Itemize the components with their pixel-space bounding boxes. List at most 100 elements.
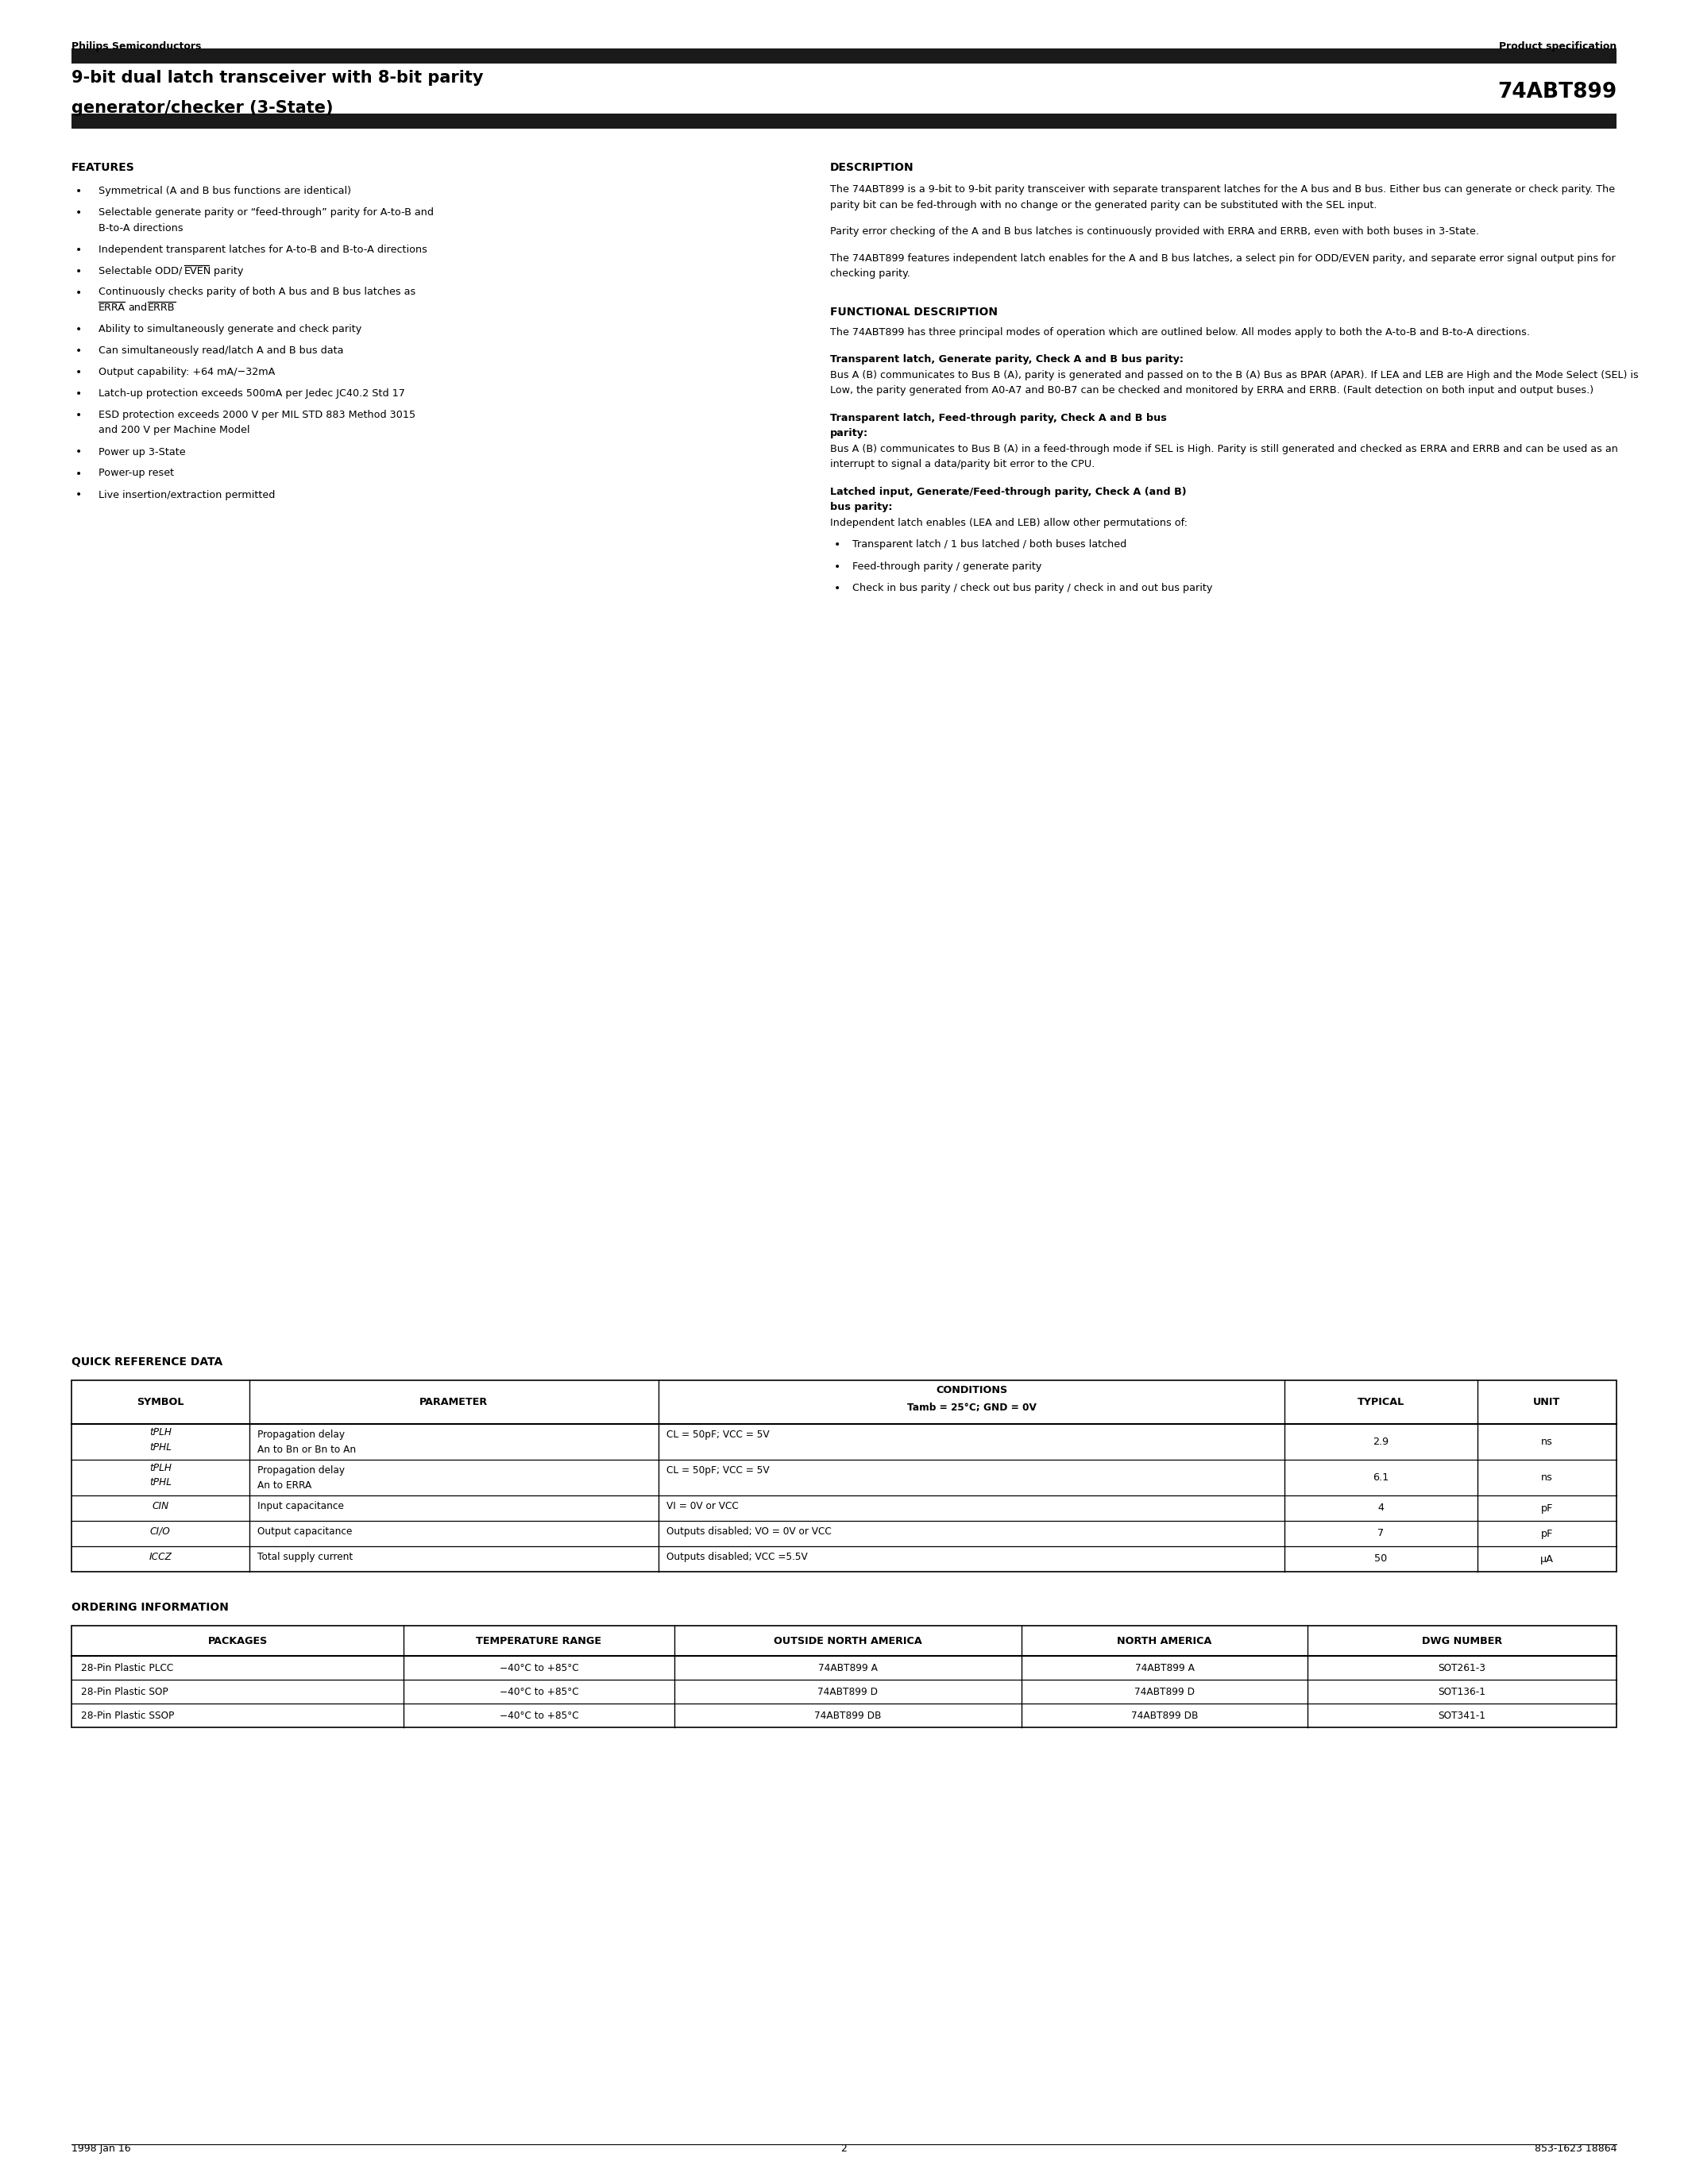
Text: Power up 3-State: Power up 3-State [98, 448, 186, 456]
Bar [71, 1380, 1617, 1572]
Text: •: • [834, 539, 841, 550]
Text: SOT341-1: SOT341-1 [1438, 1710, 1485, 1721]
Text: •: • [76, 448, 83, 459]
Text: CL = 50pF; VCC = 5V: CL = 50pF; VCC = 5V [667, 1431, 770, 1439]
Text: 74ABT899 D: 74ABT899 D [1134, 1686, 1195, 1697]
Text: 6.1: 6.1 [1372, 1472, 1389, 1483]
Text: 50: 50 [1374, 1553, 1388, 1564]
Text: 1998 Jan 16: 1998 Jan 16 [71, 2143, 130, 2153]
Text: Parity error checking of the A and B bus latches is continuously provided with E: Parity error checking of the A and B bus… [830, 227, 1479, 236]
Text: −40°C to +85°C: −40°C to +85°C [500, 1662, 579, 1673]
Text: ERRA: ERRA [98, 304, 125, 312]
Text: generator/checker (3-State): generator/checker (3-State) [71, 100, 333, 116]
Text: 2.9: 2.9 [1372, 1437, 1389, 1448]
Text: −40°C to +85°C: −40°C to +85°C [500, 1686, 579, 1697]
Text: Latched input, Generate/Feed-through parity, Check A (and B): Latched input, Generate/Feed-through par… [830, 487, 1187, 496]
Text: Total supply current: Total supply current [257, 1553, 353, 1562]
Text: •: • [76, 186, 83, 197]
Text: ICCZ: ICCZ [149, 1551, 172, 1562]
Text: •: • [76, 266, 83, 277]
Text: Selectable generate parity or “feed-through” parity for A-to-B and: Selectable generate parity or “feed-thro… [98, 207, 434, 218]
Text: 28-Pin Plastic SOP: 28-Pin Plastic SOP [81, 1686, 169, 1697]
Text: tPLH: tPLH [149, 1426, 172, 1437]
Text: Transparent latch, Feed-through parity, Check A and B bus: Transparent latch, Feed-through parity, … [830, 413, 1166, 424]
Text: Input capacitance: Input capacitance [257, 1500, 344, 1511]
Text: B-to-A directions: B-to-A directions [98, 223, 184, 234]
Text: Feed-through parity / generate parity: Feed-through parity / generate parity [852, 561, 1041, 572]
Text: SOT136-1: SOT136-1 [1438, 1686, 1485, 1697]
Text: CONDITIONS: CONDITIONS [935, 1385, 1008, 1396]
Text: Philips Semiconductors: Philips Semiconductors [71, 41, 201, 52]
Text: ns: ns [1541, 1437, 1553, 1448]
Text: Output capability: +64 mA/−32mA: Output capability: +64 mA/−32mA [98, 367, 275, 378]
Text: FEATURES: FEATURES [71, 162, 135, 173]
Text: TEMPERATURE RANGE: TEMPERATURE RANGE [476, 1636, 601, 1647]
Text: 28-Pin Plastic PLCC: 28-Pin Plastic PLCC [81, 1662, 174, 1673]
Text: Live insertion/extraction permitted: Live insertion/extraction permitted [98, 489, 275, 500]
Text: ns: ns [1541, 1472, 1553, 1483]
Text: Continuously checks parity of both A bus and B bus latches as: Continuously checks parity of both A bus… [98, 286, 415, 297]
Text: •: • [76, 323, 83, 334]
Text: −40°C to +85°C: −40°C to +85°C [500, 1710, 579, 1721]
Text: 9-bit dual latch transceiver with 8-bit parity: 9-bit dual latch transceiver with 8-bit … [71, 70, 483, 85]
Text: •: • [76, 286, 83, 299]
Text: μA: μA [1539, 1553, 1553, 1564]
Text: •: • [76, 345, 83, 356]
Text: FUNCTIONAL DESCRIPTION: FUNCTIONAL DESCRIPTION [830, 306, 998, 317]
Text: Low, the parity generated from A0-A7 and B0-B7 can be checked and monitored by E: Low, the parity generated from A0-A7 and… [830, 384, 1593, 395]
Text: DESCRIPTION: DESCRIPTION [830, 162, 913, 173]
Bar [71, 1625, 1617, 1728]
Bar [71, 114, 1617, 129]
Text: •: • [76, 411, 83, 422]
Text: Latch-up protection exceeds 500mA per Jedec JC40.2 Std 17: Latch-up protection exceeds 500mA per Je… [98, 389, 405, 400]
Text: 28-Pin Plastic SSOP: 28-Pin Plastic SSOP [81, 1710, 174, 1721]
Text: Tamb = 25°C; GND = 0V: Tamb = 25°C; GND = 0V [906, 1402, 1036, 1413]
Text: parity:: parity: [830, 428, 868, 439]
Text: tPHL: tPHL [149, 1441, 172, 1452]
Text: QUICK REFERENCE DATA: QUICK REFERENCE DATA [71, 1356, 223, 1367]
Text: PARAMETER: PARAMETER [420, 1398, 488, 1406]
Text: 853-1623 18864: 853-1623 18864 [1534, 2143, 1617, 2153]
Text: Outputs disabled; VO = 0V or VCC: Outputs disabled; VO = 0V or VCC [667, 1527, 832, 1538]
Text: 74ABT899 D: 74ABT899 D [817, 1686, 878, 1697]
Text: Transparent latch / 1 bus latched / both buses latched: Transparent latch / 1 bus latched / both… [852, 539, 1126, 550]
Text: pF: pF [1541, 1529, 1553, 1540]
Text: Propagation delay: Propagation delay [257, 1465, 344, 1476]
Text: parity bit can be fed-through with no change or the generated parity can be subs: parity bit can be fed-through with no ch… [830, 199, 1377, 210]
Text: VI = 0V or VCC: VI = 0V or VCC [667, 1500, 739, 1511]
Text: 74ABT899 DB: 74ABT899 DB [1131, 1710, 1198, 1721]
Text: •: • [834, 561, 841, 572]
Text: Transparent latch, Generate parity, Check A and B bus parity:: Transparent latch, Generate parity, Chec… [830, 354, 1183, 365]
Text: NORTH AMERICA: NORTH AMERICA [1117, 1636, 1212, 1647]
Text: and 200 V per Machine Model: and 200 V per Machine Model [98, 426, 250, 435]
Text: ESD protection exceeds 2000 V per MIL STD 883 Method 3015: ESD protection exceeds 2000 V per MIL ST… [98, 411, 415, 419]
Text: An to Bn or Bn to An: An to Bn or Bn to An [257, 1444, 356, 1455]
Text: EVEN: EVEN [184, 266, 211, 275]
Text: Bus A (B) communicates to Bus B (A), parity is generated and passed on to the B : Bus A (B) communicates to Bus B (A), par… [830, 369, 1639, 380]
Text: Selectable ODD/: Selectable ODD/ [98, 266, 182, 275]
Text: The 74ABT899 has three principal modes of operation which are outlined below. Al: The 74ABT899 has three principal modes o… [830, 328, 1529, 336]
Text: The 74ABT899 features independent latch enables for the A and B bus latches, a s: The 74ABT899 features independent latch … [830, 253, 1615, 264]
Text: SYMBOL: SYMBOL [137, 1398, 184, 1406]
Text: •: • [834, 583, 841, 594]
Text: CIN: CIN [152, 1500, 169, 1511]
Text: OUTSIDE NORTH AMERICA: OUTSIDE NORTH AMERICA [773, 1636, 922, 1647]
Text: 74ABT899 DB: 74ABT899 DB [814, 1710, 881, 1721]
Text: •: • [76, 367, 83, 378]
Text: and: and [128, 304, 147, 312]
Text: interrupt to signal a data/parity bit error to the CPU.: interrupt to signal a data/parity bit er… [830, 459, 1096, 470]
Text: The 74ABT899 is a 9-bit to 9-bit parity transceiver with separate transparent la: The 74ABT899 is a 9-bit to 9-bit parity … [830, 183, 1615, 194]
Text: PACKAGES: PACKAGES [208, 1636, 267, 1647]
Bar [71, 48, 1617, 63]
Text: 74ABT899 A: 74ABT899 A [819, 1662, 878, 1673]
Text: SOT261-3: SOT261-3 [1438, 1662, 1485, 1673]
Text: 7: 7 [1377, 1529, 1384, 1540]
Text: Output capacitance: Output capacitance [257, 1527, 351, 1538]
Text: •: • [76, 489, 83, 500]
Text: •: • [76, 389, 83, 400]
Text: Independent latch enables (LEA and LEB) allow other permutations of:: Independent latch enables (LEA and LEB) … [830, 518, 1187, 529]
Text: Propagation delay: Propagation delay [257, 1431, 344, 1439]
Text: CL = 50pF; VCC = 5V: CL = 50pF; VCC = 5V [667, 1465, 770, 1476]
Text: Product specification: Product specification [1499, 41, 1617, 52]
Text: Check in bus parity / check out bus parity / check in and out bus parity: Check in bus parity / check out bus pari… [852, 583, 1212, 594]
